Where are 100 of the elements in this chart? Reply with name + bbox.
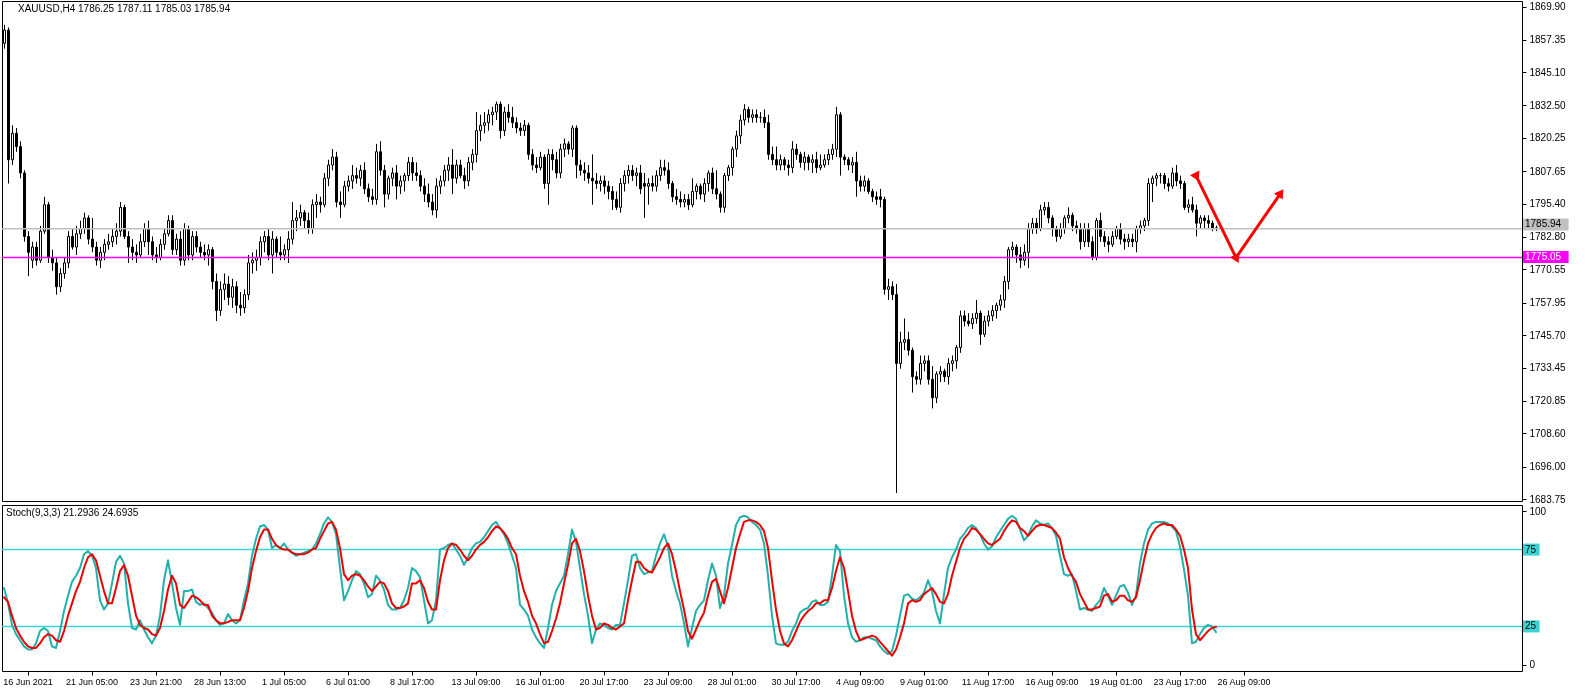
y-tick-label: 0 [1529,659,1536,671]
candlestick [855,151,858,198]
candlestick [119,201,122,237]
candlestick [475,111,478,163]
candlestick [587,164,590,185]
candlestick [815,151,818,174]
candlestick [103,238,106,261]
candlestick [983,315,986,338]
point [1273,189,1284,200]
x-tick-label: 23 Jul 09:00 [643,676,693,687]
candlestick [75,225,78,256]
y-tick-label: 100 [1529,505,1547,517]
candlestick [639,164,642,195]
candlestick [919,355,922,386]
candlestick [1027,222,1030,269]
candlestick [87,214,90,245]
candlestick [511,106,514,129]
ref-line-label: 1775.05 [1525,250,1562,262]
candlestick [491,106,494,126]
candlestick [219,280,222,317]
candlestick [443,164,446,187]
candlestick [635,167,638,187]
candlestick [363,161,366,195]
candlestick [655,169,658,192]
x-tick-label: 23 Jun 21:00 [129,676,183,687]
y-tick-label: 1782.80 [1529,231,1567,243]
candlestick [235,280,238,314]
candlestick [691,177,694,208]
candlestick [267,228,270,261]
y-tick-label: 1845.10 [1529,66,1567,78]
candlestick [775,146,778,171]
candlestick [487,108,490,132]
candlestick [271,230,274,274]
candlestick [395,164,398,200]
candlestick [227,275,230,306]
candlestick [803,151,806,171]
candlestick [603,175,606,195]
candlestick [591,153,594,206]
y-tick-label: 1745.70 [1529,329,1567,341]
x-tick-label: 11 Aug 17:00 [961,676,1015,687]
y-tick-label: 1696.00 [1529,461,1567,473]
candlestick [1171,167,1174,190]
candlestick [503,106,506,137]
candlestick [1083,222,1086,248]
candlestick [1039,204,1042,232]
y-tick-label: 1770.55 [1529,263,1567,275]
candlestick [555,151,558,179]
candlestick [979,310,982,346]
candlestick [191,230,194,261]
candlestick [231,278,234,309]
y-tick-label: 1857.35 [1529,34,1567,46]
candlestick [707,169,710,192]
y-tick-label: 1832.50 [1529,100,1567,111]
y-tick-label: 1820.25 [1529,132,1567,144]
ref-line-label: 1785.94 [1525,218,1562,230]
candlestick [1195,204,1198,237]
candlestick [259,235,262,267]
candlestick [447,156,450,182]
candlestick [647,177,650,206]
candlestick [423,177,426,203]
y-tick-label: 1869.90 [1529,1,1567,13]
candlestick [607,180,610,200]
candlestick [791,140,794,174]
x-tick-label: 19 Aug 01:00 [1089,676,1143,687]
x-tick-label: 9 Aug 01:00 [899,676,949,687]
candlestick [1063,214,1066,235]
candlestick [1047,201,1050,224]
y-tick-label: 1683.75 [1529,493,1567,505]
x-tick-label: 13 Jul 09:00 [451,676,501,687]
candlestick [619,177,622,214]
x-tick-label: 8 Jul 17:00 [389,676,435,687]
point [1229,252,1240,264]
candlestick [1135,225,1138,253]
candlestick [343,180,346,208]
candlestick [299,204,302,227]
candlestick [583,161,586,182]
x-tick-label: 28 Jun 13:00 [193,676,247,687]
y-tick-label: 1795.40 [1529,198,1567,210]
ref-line-label: 75 [1525,543,1537,555]
candlestick [111,228,114,248]
candlestick [935,370,938,404]
candlestick [275,235,278,259]
candlestick [1079,222,1082,251]
candlestick [351,164,354,190]
y-tick-label: 1757.95 [1529,297,1567,309]
candlestick [131,238,134,261]
x-tick-label: 16 Jun 2021 [3,676,53,687]
y-tick-label: 1807.65 [1529,165,1567,177]
candlestick [627,164,630,185]
candlestick [427,183,430,208]
candlestick [435,177,438,219]
candlestick [483,111,486,134]
candlestick [179,230,182,267]
candlestick [147,220,150,256]
candlestick [55,257,58,296]
candlestick [311,198,314,235]
x-tick-label: 28 Jul 01:00 [707,676,757,687]
candlestick [135,243,138,264]
candlestick [611,185,614,211]
y-tick-label: 1720.85 [1529,395,1567,407]
